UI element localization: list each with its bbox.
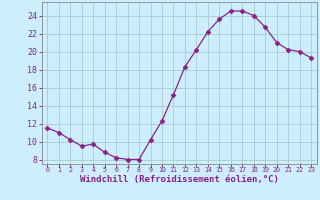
X-axis label: Windchill (Refroidissement éolien,°C): Windchill (Refroidissement éolien,°C) [80, 175, 279, 184]
